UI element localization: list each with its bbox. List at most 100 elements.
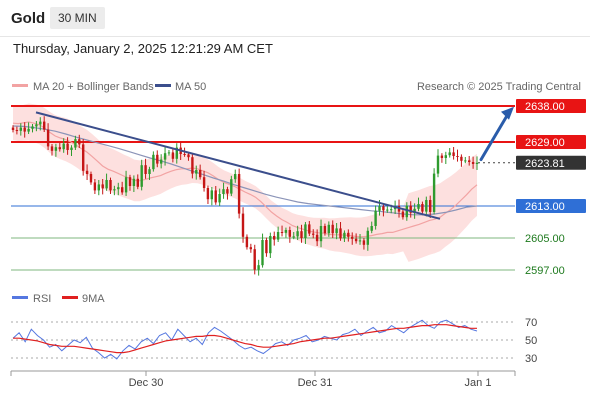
candle-body bbox=[304, 224, 307, 238]
candle-body bbox=[354, 238, 358, 242]
candle-body bbox=[160, 159, 163, 164]
rsi-legend-swatch bbox=[12, 296, 28, 299]
candle-body bbox=[440, 155, 444, 158]
candle-body bbox=[206, 188, 210, 200]
candle-body bbox=[109, 180, 112, 191]
candle-body bbox=[257, 265, 260, 270]
candle-body bbox=[163, 153, 167, 160]
candle-body bbox=[132, 178, 136, 186]
candle-body bbox=[319, 226, 323, 242]
candle-body bbox=[405, 205, 408, 218]
candle-body bbox=[300, 231, 303, 238]
candle-body bbox=[374, 210, 377, 226]
rsi-ma-legend-label: 9MA bbox=[82, 293, 105, 305]
candle-body bbox=[308, 224, 311, 234]
ma20-legend-swatch bbox=[12, 84, 28, 87]
level-label: 2605.00 bbox=[525, 233, 565, 245]
candle-body bbox=[331, 224, 334, 234]
candle-body bbox=[284, 230, 288, 233]
candle-body bbox=[413, 208, 416, 213]
candle-body bbox=[261, 240, 264, 266]
candle-body bbox=[471, 162, 475, 164]
candle-body bbox=[362, 240, 366, 245]
candle-body bbox=[452, 152, 455, 156]
candle-body bbox=[46, 129, 50, 147]
candle-body bbox=[50, 146, 54, 151]
ma20-line bbox=[12, 121, 478, 238]
candle-body bbox=[144, 165, 147, 174]
candle-body bbox=[152, 154, 155, 170]
ma50-legend-label: MA 50 bbox=[175, 81, 206, 93]
candle-body bbox=[43, 121, 46, 130]
candle-body bbox=[237, 174, 241, 214]
x-tick-label: Dec 31 bbox=[298, 377, 333, 389]
candle-body bbox=[468, 160, 471, 162]
trend-line bbox=[35, 111, 441, 220]
candle-body bbox=[97, 184, 100, 191]
candle-body bbox=[370, 226, 373, 231]
candle-body bbox=[280, 232, 284, 233]
candle-body bbox=[312, 233, 315, 235]
candle-body bbox=[296, 231, 299, 237]
candle-body bbox=[460, 156, 463, 161]
candle-body bbox=[378, 206, 381, 211]
candle-body bbox=[417, 204, 420, 209]
level-tag-2638.00 bbox=[516, 99, 586, 113]
candle-body bbox=[409, 205, 412, 213]
candle-body bbox=[128, 177, 132, 186]
candle-body bbox=[140, 165, 143, 187]
candle-body bbox=[429, 200, 432, 212]
x-tick-label: Dec 30 bbox=[129, 377, 164, 389]
candle-body bbox=[199, 170, 202, 178]
level-tag-2623.81 bbox=[516, 155, 586, 170]
candle-body bbox=[444, 155, 447, 158]
candle-body bbox=[269, 236, 272, 254]
ma50-line bbox=[12, 125, 478, 216]
candle-body bbox=[253, 249, 256, 270]
candle-body bbox=[448, 152, 451, 156]
level-label: 2629.00 bbox=[525, 137, 565, 149]
candle-body bbox=[323, 226, 327, 234]
rsi-line bbox=[12, 319, 478, 360]
candle-body bbox=[234, 174, 237, 180]
candle-body bbox=[89, 174, 93, 183]
candle-body bbox=[101, 184, 104, 189]
candle-body bbox=[249, 247, 252, 250]
candle-body bbox=[105, 180, 108, 189]
candle-body bbox=[276, 232, 280, 240]
candle-body bbox=[70, 147, 73, 150]
rsi-ma-line bbox=[13, 324, 477, 354]
candle-body bbox=[343, 232, 346, 239]
candle-body bbox=[82, 144, 85, 171]
candle-body bbox=[19, 127, 22, 131]
level-tag-2613.00 bbox=[516, 199, 586, 213]
candle-body bbox=[358, 240, 362, 242]
candle-body bbox=[382, 206, 385, 211]
candle-body bbox=[315, 234, 319, 242]
candle-body bbox=[78, 139, 81, 145]
candle-body bbox=[183, 154, 186, 155]
candle-body bbox=[35, 124, 38, 127]
projection-arrow-shaft bbox=[479, 112, 510, 162]
level-label: 2613.00 bbox=[525, 201, 565, 213]
candle-body bbox=[288, 230, 291, 237]
candle-body bbox=[195, 170, 198, 174]
candle-body bbox=[124, 177, 128, 193]
candle-body bbox=[425, 200, 428, 212]
candle-body bbox=[226, 189, 229, 194]
candle-body bbox=[113, 189, 116, 191]
candle-body bbox=[11, 127, 15, 130]
timeframe-button[interactable]: 30 MIN bbox=[50, 7, 105, 29]
projection-arrow-head bbox=[501, 106, 514, 120]
candle-body bbox=[241, 213, 245, 237]
candle-body bbox=[339, 228, 342, 239]
candle-body bbox=[167, 152, 171, 154]
ma20-legend-label: MA 20 + Bollinger Bands bbox=[33, 81, 154, 93]
candle-body bbox=[156, 154, 159, 164]
candle-body bbox=[390, 209, 393, 211]
candle-body bbox=[62, 143, 65, 150]
rsi-tick-label: 30 bbox=[525, 353, 537, 365]
candle-body bbox=[85, 170, 89, 174]
candle-body bbox=[23, 127, 26, 132]
candle-body bbox=[31, 126, 34, 129]
